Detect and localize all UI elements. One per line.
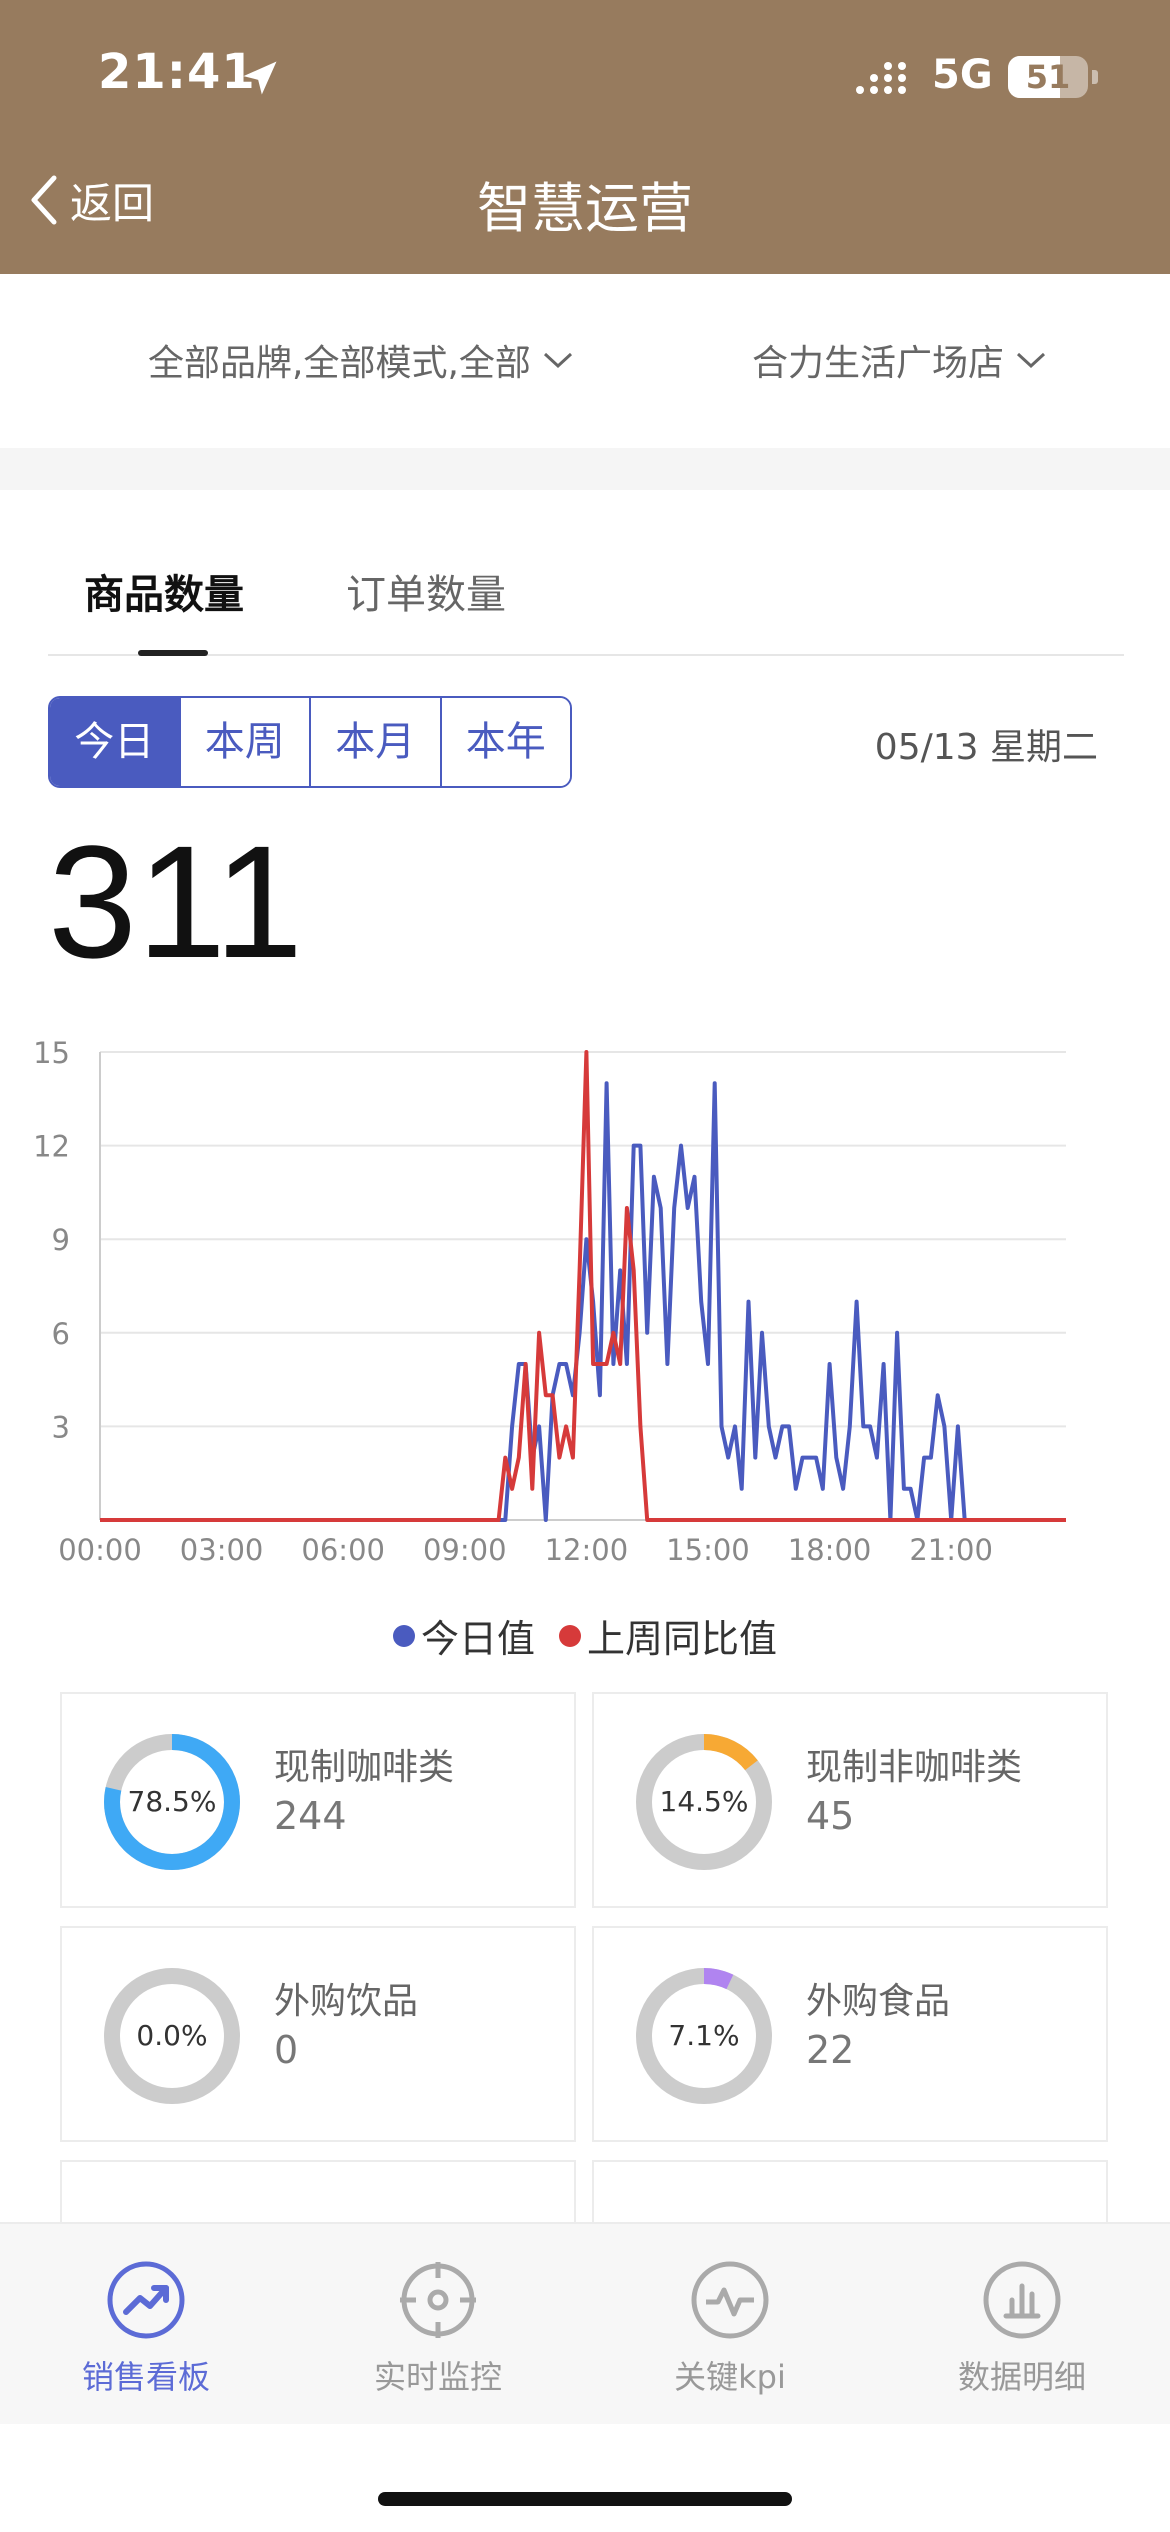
period-year-button[interactable]: 本年 [441,698,570,786]
network-type: 5G [932,52,993,98]
period-selector: 今日 本周 本月 本年 [48,696,572,788]
y-tick-label: 12 [33,1130,70,1164]
y-tick-label: 9 [52,1223,70,1257]
category-name: 外购食品 [806,1981,951,2022]
brand-mode-filter[interactable]: 全部品牌,全部模式,全部 [148,334,575,386]
target-icon [400,2262,476,2338]
battery-icon: 51 [1008,56,1088,98]
category-card-partial[interactable] [60,2160,576,2222]
line-chart: 3 6 9 12 15 00:00 03:00 06:00 09:00 12:00 15:00 18:… [33,1036,1066,1567]
donut-percent: 14.5% [659,1785,749,1818]
active-tab-indicator [138,650,208,656]
tab-order-count[interactable]: 订单数量 [346,572,506,618]
category-card[interactable]: 0.0% 外购饮品 0 [60,1926,576,2142]
total-count: 311 [48,812,304,991]
chevron-left-icon [31,175,57,225]
location-arrow-icon [243,61,277,95]
status-time: 21:41 [98,44,256,100]
category-name: 现制咖啡类 [274,1747,455,1788]
trend-icon [107,2261,185,2339]
signal-icon [856,62,906,94]
brand-mode-filter-label: 全部品牌,全部模式,全部 [148,343,531,384]
nav-label: 关键kpi [674,2358,786,2396]
date-label: 05/13 星期二 [874,727,1098,768]
nav-realtime-monitor[interactable]: 实时监控 [338,2258,538,2398]
period-today-button[interactable]: 今日 [50,698,181,786]
x-tick-label: 18:00 [788,1533,872,1567]
home-indicator [378,2492,792,2506]
nav-key-kpi[interactable]: 关键kpi [630,2258,830,2398]
category-name: 现制非咖啡类 [806,1747,1023,1788]
battery-tip [1092,70,1098,84]
category-card[interactable]: 7.1% 外购食品 22 [592,1926,1108,2142]
series-line [100,1050,1066,1522]
x-tick-label: 21:00 [909,1533,993,1567]
donut-chart [636,1734,772,1870]
category-name: 外购饮品 [274,1981,419,2022]
donut-percent: 78.5% [127,1785,217,1818]
store-filter-label: 合力生活广场店 [752,343,1005,384]
category-value: 22 [806,2028,855,2072]
y-tick-label: 15 [33,1036,70,1070]
donut-arc [636,1734,772,1870]
chart-legend: 今日值 上周同比值 [0,1608,1170,1663]
category-card[interactable]: 78.5% 现制咖啡类 244 [60,1692,576,1908]
back-button[interactable]: 返回 [26,170,154,230]
category-card[interactable]: 14.5% 现制非咖啡类 45 [592,1692,1108,1908]
donut-arc [636,1968,772,2104]
chevron-down-icon [543,352,572,369]
x-tick-label: 12:00 [545,1533,629,1567]
donut-track [104,1968,240,2104]
x-tick-label: 06:00 [301,1533,385,1567]
metric-tabs: 商品数量 订单数量 [48,540,1124,656]
app-header: 21:41 5G 51 返回 智慧运营 [0,0,1170,274]
donut-arc [104,1734,240,1870]
tab-item-count[interactable]: 商品数量 [84,572,244,618]
category-value: 244 [274,1794,347,1838]
store-filter[interactable]: 合力生活广场店 [752,334,1048,386]
y-tick-label: 3 [52,1410,70,1444]
nav-label: 实时监控 [373,2358,502,2396]
x-tick-label: 15:00 [666,1533,750,1567]
nav-sales-dashboard[interactable]: 销售看板 [46,2258,246,2398]
legend-dot-today [392,1624,415,1647]
chevron-down-icon [1016,352,1046,369]
period-month-button[interactable]: 本月 [311,698,442,786]
battery-fill [1008,56,1060,98]
x-tick-label: 00:00 [58,1533,142,1567]
x-tick-label: 03:00 [180,1533,264,1567]
donut-chart [104,1968,240,2104]
pulse-icon [691,2261,769,2339]
battery-level: 51 [1025,58,1071,96]
category-value: 45 [806,1794,855,1838]
donut-chart [104,1734,240,1870]
donut-chart [636,1968,772,2104]
legend-item-today: 今日值 [392,1608,535,1663]
legend-label-today: 今日值 [420,1617,535,1661]
y-tick-label: 6 [52,1317,70,1351]
nav-label: 数据明细 [957,2358,1086,2396]
bar-chart-icon [983,2261,1061,2339]
donut-percent: 0.0% [136,2019,208,2052]
legend-label-lastweek: 上周同比值 [587,1617,778,1661]
donut-percent: 7.1% [668,2019,740,2052]
page-title: 智慧运营 [477,177,693,240]
section-divider [0,448,1170,490]
bottom-tab-bar: 销售看板 实时监控 关键kpi 数据明细 [0,2222,1170,2424]
legend-dot-lastweek [559,1624,581,1647]
filter-bar: 全部品牌,全部模式,全部 合力生活广场店 [0,274,1170,448]
legend-item-lastweek: 上周同比值 [559,1608,777,1663]
period-week-button[interactable]: 本周 [180,698,311,786]
nav-label: 销售看板 [81,2358,210,2396]
category-value: 0 [274,2028,299,2072]
nav-data-detail[interactable]: 数据明细 [922,2258,1122,2398]
x-tick-label: 09:00 [423,1533,507,1567]
back-label: 返回 [70,178,155,228]
category-card-partial[interactable] [592,2160,1108,2222]
